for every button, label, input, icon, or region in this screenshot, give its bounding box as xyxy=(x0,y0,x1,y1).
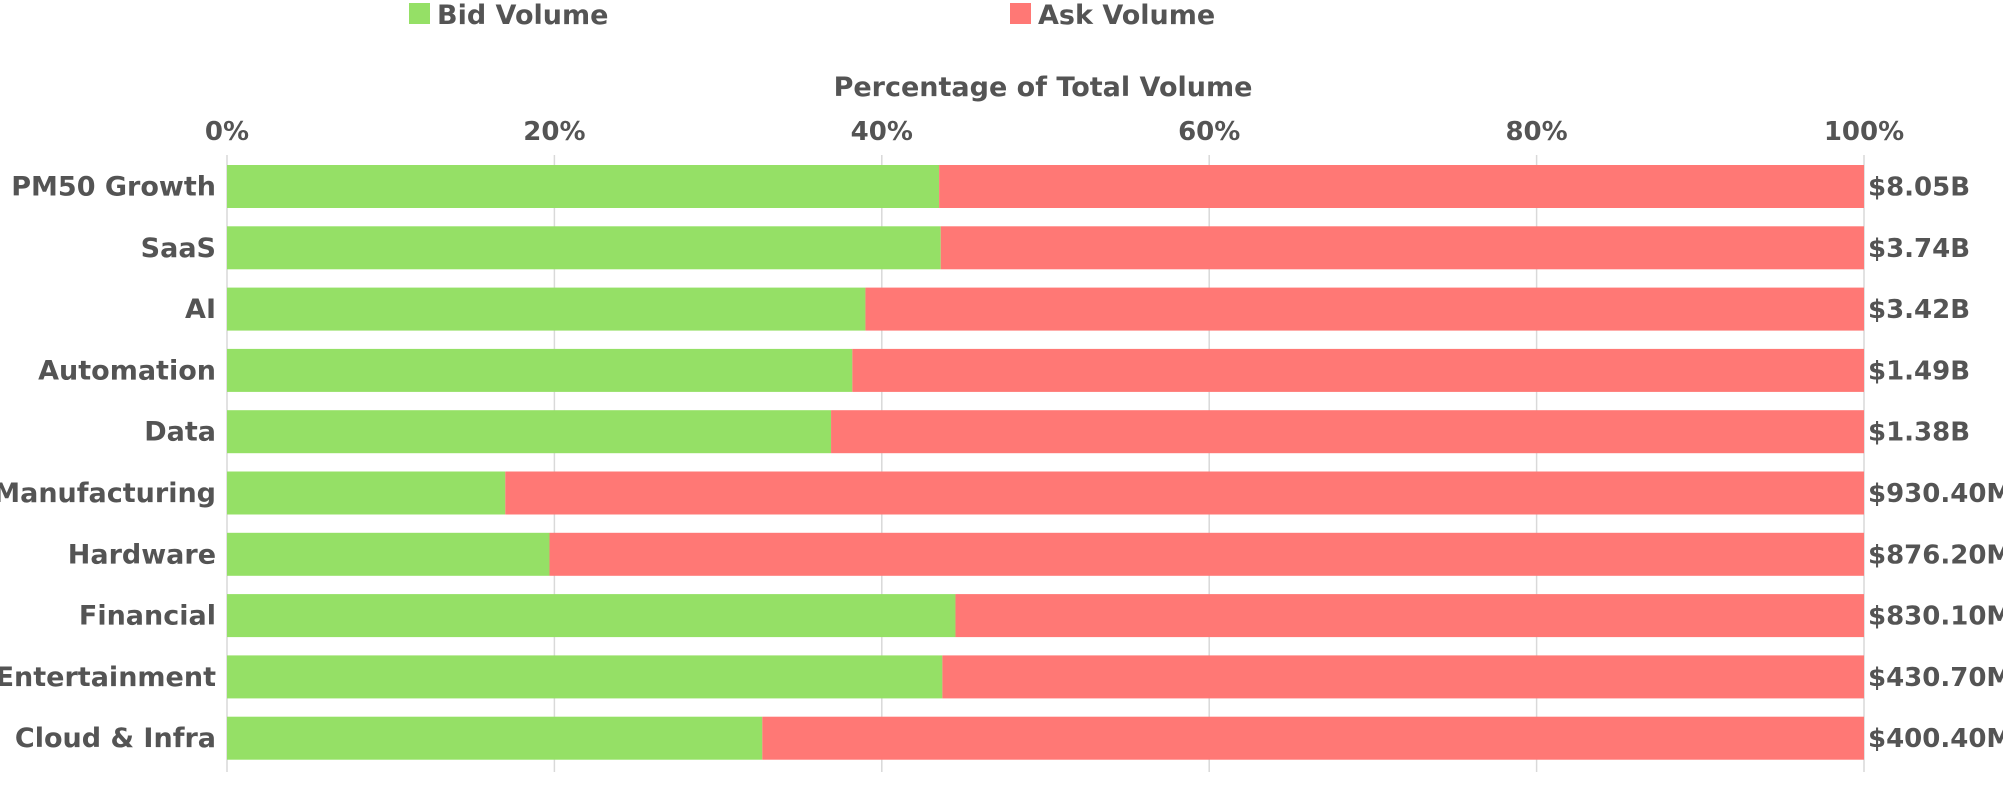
total-labels: $8.05B $3.74B $3.42B $1.49B $1.38B $930.40M $8… xyxy=(1868,173,2003,755)
category-label: Financial xyxy=(79,601,216,632)
legend-swatch-ask xyxy=(1010,3,1031,24)
total-label: $930.40M xyxy=(1868,479,2003,509)
legend-item-bid[interactable]: Bid Volume xyxy=(409,0,608,31)
total-label: $3.74B xyxy=(1868,234,1970,264)
total-label: $876.20M xyxy=(1868,540,2003,570)
bar-ask[interactable] xyxy=(955,594,1864,638)
x-tick-label: 40% xyxy=(851,117,913,147)
total-label: $400.40M xyxy=(1868,724,2003,754)
category-label: Entertainment xyxy=(0,662,216,693)
total-label: $1.49B xyxy=(1868,356,1970,386)
total-label: $830.10M xyxy=(1868,602,2003,632)
legend-item-ask[interactable]: Ask Volume xyxy=(1010,0,1215,31)
total-label: $1.38B xyxy=(1868,418,1970,448)
category-label: Automation xyxy=(38,355,216,386)
category-labels: PM50 Growth SaaS AI Automation Data Manufactu… xyxy=(0,172,216,755)
bar-ask[interactable] xyxy=(865,287,1864,331)
bar-ask[interactable] xyxy=(942,655,1864,699)
category-label: PM50 Growth xyxy=(11,172,216,203)
x-axis-title: Percentage of Total Volume xyxy=(834,72,1253,103)
category-label: Cloud & Infra xyxy=(15,723,216,754)
category-label: Hardware xyxy=(68,539,216,570)
category-label: AI xyxy=(185,294,216,325)
legend-label-bid: Bid Volume xyxy=(437,0,608,31)
bar-bid[interactable] xyxy=(227,410,832,454)
bar-ask[interactable] xyxy=(831,410,1864,454)
x-tick-label: 80% xyxy=(1505,117,1567,147)
bar-bid[interactable] xyxy=(227,532,550,576)
bar-bid[interactable] xyxy=(227,287,866,331)
bar-bid[interactable] xyxy=(227,716,763,760)
total-label: $3.42B xyxy=(1868,295,1970,325)
bar-ask[interactable] xyxy=(549,532,1864,576)
x-tick-label: 100% xyxy=(1824,117,1904,147)
bars xyxy=(227,165,1864,760)
bar-ask[interactable] xyxy=(940,226,1864,270)
bar-ask[interactable] xyxy=(505,471,1864,515)
bar-ask[interactable] xyxy=(762,716,1864,760)
bar-bid[interactable] xyxy=(227,655,943,699)
category-label: SaaS xyxy=(141,233,216,264)
bar-bid[interactable] xyxy=(227,226,941,270)
x-tick-label: 60% xyxy=(1178,117,1240,147)
legend: Bid Volume Ask Volume xyxy=(409,0,1215,31)
bar-ask[interactable] xyxy=(939,165,1864,208)
x-tick-label: 20% xyxy=(523,117,585,147)
bar-bid[interactable] xyxy=(227,348,853,392)
bar-bid[interactable] xyxy=(227,594,956,638)
category-label: Data xyxy=(144,417,216,448)
bar-bid[interactable] xyxy=(227,471,506,515)
x-tick-label: 0% xyxy=(205,117,249,147)
bar-ask[interactable] xyxy=(852,348,1864,392)
x-tick-labels: 0% 20% 40% 60% 80% 100% xyxy=(205,117,1904,147)
legend-label-ask: Ask Volume xyxy=(1038,0,1215,31)
bar-bid[interactable] xyxy=(227,165,940,208)
legend-swatch-bid xyxy=(409,3,430,24)
total-label: $8.05B xyxy=(1868,173,1970,203)
category-label: Manufacturing xyxy=(0,478,216,509)
total-label: $430.70M xyxy=(1868,663,2003,693)
